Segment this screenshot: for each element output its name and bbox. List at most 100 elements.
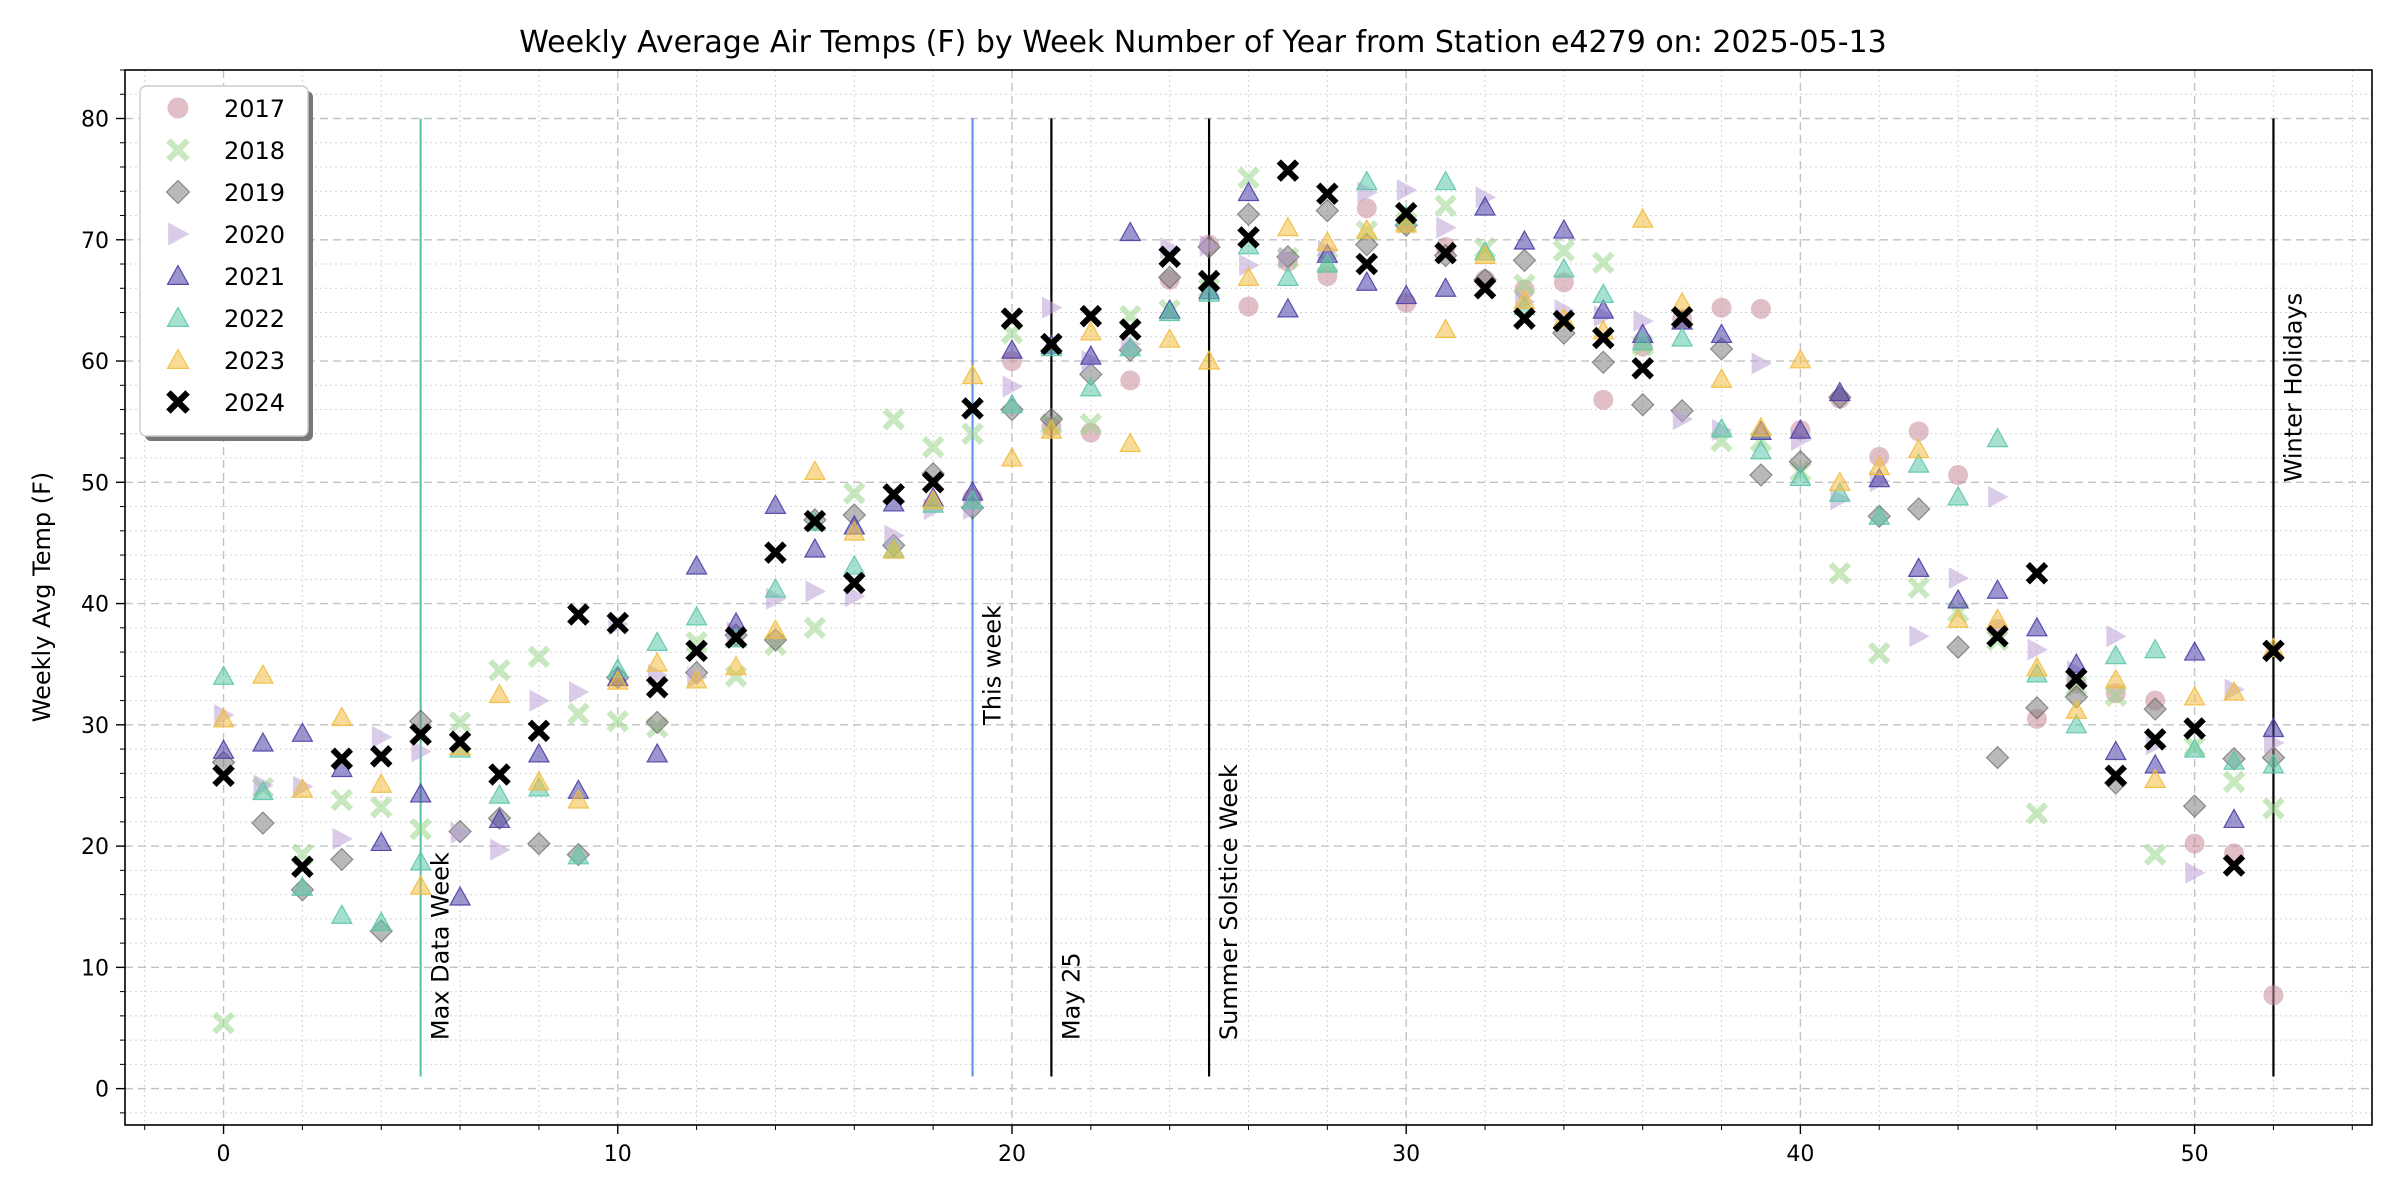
data-point bbox=[251, 731, 274, 752]
data-point bbox=[1237, 166, 1260, 190]
data-point bbox=[2263, 985, 2284, 1006]
data-point bbox=[1119, 336, 1142, 357]
data-point bbox=[1672, 408, 1694, 431]
data-point bbox=[291, 876, 314, 896]
x-tick-label: 40 bbox=[1786, 1142, 1814, 1167]
data-point bbox=[1434, 318, 1457, 339]
data-point bbox=[369, 796, 393, 819]
legend-marker bbox=[168, 222, 190, 246]
x-tick-label: 20 bbox=[998, 1142, 1026, 1167]
data-point bbox=[2183, 717, 2206, 740]
data-point bbox=[1434, 170, 1457, 191]
data-point bbox=[803, 509, 827, 533]
data-point bbox=[1079, 344, 1102, 365]
data-point bbox=[2262, 639, 2285, 663]
data-point bbox=[1395, 284, 1418, 305]
data-point bbox=[1592, 326, 1615, 350]
legend: 2017 2018 2019 2020 2021 2022 2023 2024 bbox=[139, 85, 313, 441]
data-point bbox=[1671, 291, 1694, 312]
data-point bbox=[409, 874, 432, 895]
legend-marker bbox=[167, 97, 189, 119]
data-point bbox=[409, 817, 432, 841]
data-point bbox=[1631, 330, 1654, 351]
data-point bbox=[2025, 656, 2048, 677]
data-point bbox=[450, 821, 472, 844]
data-point bbox=[1237, 226, 1260, 249]
data-point bbox=[1158, 327, 1181, 348]
data-point bbox=[1434, 194, 1457, 218]
data-point bbox=[1436, 216, 1457, 239]
data-point bbox=[843, 571, 866, 595]
data-point bbox=[1907, 438, 1930, 459]
data-point bbox=[2106, 625, 2127, 648]
y-tick-label: 50 bbox=[81, 471, 109, 496]
data-point bbox=[1316, 182, 1339, 205]
data-point bbox=[448, 730, 472, 754]
data-point bbox=[370, 831, 393, 852]
data-point bbox=[409, 782, 432, 803]
data-point bbox=[645, 675, 669, 699]
data-point bbox=[2104, 668, 2127, 689]
data-point bbox=[1119, 221, 1142, 242]
data-point bbox=[1237, 181, 1260, 202]
data-point bbox=[1907, 576, 1930, 600]
data-point bbox=[961, 489, 984, 510]
data-point bbox=[1120, 370, 1141, 391]
data-point bbox=[1789, 466, 1812, 487]
data-point bbox=[1473, 277, 1497, 300]
data-point bbox=[1906, 497, 1931, 521]
data-point bbox=[1947, 485, 1970, 506]
data-point bbox=[369, 745, 393, 768]
data-point bbox=[2025, 802, 2049, 825]
series-2024 bbox=[212, 159, 2285, 878]
data-point bbox=[606, 709, 630, 733]
data-point bbox=[764, 619, 787, 639]
legend-marker bbox=[165, 179, 191, 205]
data-point bbox=[1158, 301, 1181, 322]
data-point bbox=[1630, 392, 1655, 417]
data-point bbox=[212, 739, 235, 759]
data-point bbox=[1079, 320, 1102, 341]
data-point bbox=[567, 844, 590, 865]
data-point bbox=[606, 611, 630, 635]
data-point bbox=[961, 397, 984, 420]
data-point bbox=[1197, 269, 1221, 293]
y-axis-label: Weekly Avg Temp (F) bbox=[28, 472, 56, 722]
data-point bbox=[1513, 307, 1536, 330]
data-point bbox=[1236, 202, 1261, 227]
legend-marker bbox=[166, 138, 190, 162]
data-point bbox=[2182, 794, 2207, 818]
data-point bbox=[1749, 439, 1772, 460]
data-point bbox=[1278, 246, 1299, 269]
data-point bbox=[409, 850, 432, 871]
data-point bbox=[1238, 296, 1259, 317]
data-point bbox=[2183, 737, 2206, 758]
data-point bbox=[2065, 667, 2088, 690]
data-point bbox=[2262, 797, 2285, 820]
data-point bbox=[685, 554, 708, 575]
data-point bbox=[1552, 309, 1576, 333]
data-point bbox=[488, 808, 511, 829]
data-point bbox=[1276, 159, 1300, 182]
data-point bbox=[803, 537, 826, 558]
data-point bbox=[1710, 417, 1733, 438]
data-point bbox=[1276, 216, 1299, 237]
data-point bbox=[2144, 768, 2167, 788]
data-point bbox=[1671, 326, 1694, 347]
data-point bbox=[1591, 350, 1616, 375]
data-point bbox=[2183, 685, 2206, 706]
data-point bbox=[1042, 296, 1063, 319]
data-point bbox=[2264, 732, 2285, 755]
y-tick-label: 60 bbox=[81, 350, 109, 375]
data-point bbox=[291, 855, 314, 878]
data-point bbox=[1079, 304, 1103, 328]
data-point bbox=[843, 520, 866, 541]
data-point bbox=[488, 763, 511, 786]
data-point bbox=[2104, 684, 2128, 707]
data-point bbox=[1552, 239, 1576, 262]
data-point bbox=[1789, 418, 1812, 439]
data-point bbox=[332, 827, 353, 850]
data-point bbox=[1946, 635, 1970, 660]
data-point bbox=[1395, 212, 1418, 233]
